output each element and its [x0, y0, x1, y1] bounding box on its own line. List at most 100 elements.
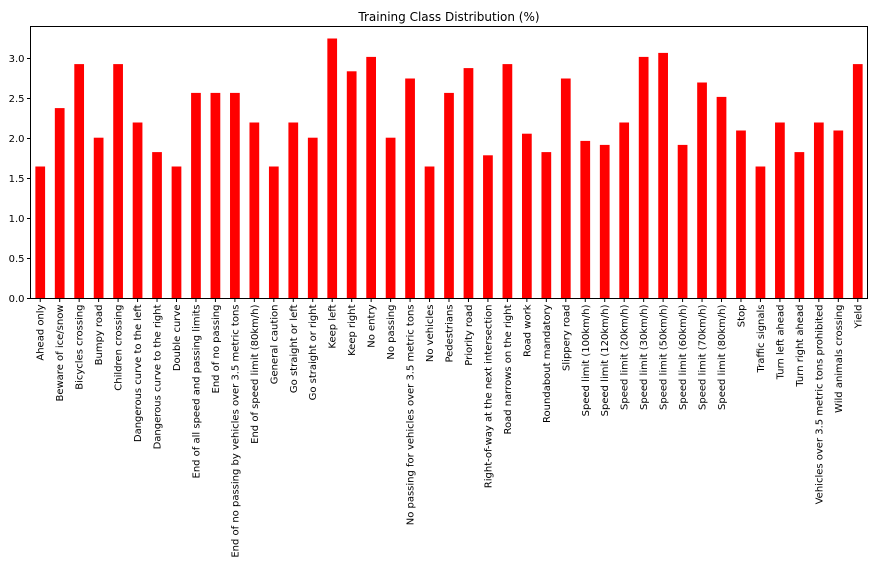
y-tick-label: 2.0 — [9, 134, 25, 145]
bar — [113, 64, 123, 299]
bar — [307, 137, 318, 299]
bar — [74, 64, 85, 299]
x-tick-label: Road work — [522, 304, 533, 357]
x-tick-label: No entry — [367, 304, 378, 347]
x-tick-label: No passing — [386, 305, 397, 360]
bar — [541, 152, 552, 299]
x-tick-label: Speed limit (30km/h) — [639, 304, 650, 410]
x-tick-label: Double curve — [172, 305, 183, 372]
bar — [736, 130, 746, 299]
x-tick-label: Go straight or right — [308, 304, 319, 400]
x-tick-label: Turn left ahead — [775, 305, 786, 381]
y-tick-label: 2.5 — [9, 94, 25, 105]
bar — [152, 152, 162, 299]
bar — [599, 144, 610, 299]
x-axis: Ahead only Beware of ice/snow Bicycles cro… — [36, 298, 864, 558]
bar — [755, 166, 766, 299]
bar — [852, 64, 863, 299]
x-tick-label: End of no passing by vehicles over 3.5 m… — [230, 305, 241, 558]
x-tick-label: Vehicles over 3.5 metric tons prohibited — [814, 305, 825, 505]
plot-frame — [30, 26, 868, 299]
bar — [560, 78, 571, 299]
x-tick-label: Speed limit (120km/h) — [600, 304, 611, 416]
bar — [93, 137, 104, 299]
bar — [366, 56, 377, 299]
x-tick-label: Beware of ice/snow — [55, 305, 66, 402]
bar — [521, 133, 532, 299]
bar — [716, 96, 727, 299]
x-tick-label: Speed limit (50km/h) — [659, 304, 670, 410]
x-tick-label: Speed limit (80km/h) — [717, 304, 728, 410]
x-tick-label: Wild animals crossing — [834, 305, 845, 413]
x-tick-label: Pedestrians — [445, 305, 456, 363]
x-tick-label: Slippery road — [561, 305, 572, 371]
bar — [483, 155, 493, 299]
bar — [132, 122, 143, 299]
bar — [794, 152, 805, 299]
y-axis: 0.0 0.5 1.0 1.5 2.0 2.5 3.0 — [9, 54, 31, 305]
x-tick-label: Bicycles crossing — [75, 305, 86, 390]
x-tick-label: Speed limit (60km/h) — [678, 304, 689, 410]
x-tick-label: Right-of-way at the next intersection — [483, 305, 494, 489]
y-tick-label: 0.5 — [9, 254, 25, 265]
bar — [405, 78, 415, 299]
bar — [268, 166, 279, 299]
bar — [249, 122, 260, 299]
bar — [444, 92, 454, 299]
y-tick-label: 1.5 — [9, 174, 25, 185]
bar — [677, 144, 688, 299]
x-tick-label: Children crossing — [114, 305, 125, 391]
x-tick-label: Speed limit (70km/h) — [698, 304, 709, 410]
bar — [35, 166, 46, 299]
bar — [833, 130, 844, 299]
x-tick-label: No vehicles — [425, 305, 436, 363]
x-tick-label: Speed limit (100km/h) — [581, 304, 592, 416]
bar — [171, 166, 182, 299]
bar — [210, 92, 221, 299]
bar — [813, 122, 824, 299]
x-tick-label: Priority road — [464, 305, 475, 366]
bar — [385, 137, 396, 299]
bar — [191, 92, 201, 299]
bar — [775, 122, 785, 299]
y-tick-label: 1.0 — [9, 214, 25, 225]
x-tick-label: Bumpy road — [94, 305, 105, 366]
x-tick-label: General caution — [269, 305, 280, 385]
x-tick-label: Keep right — [347, 304, 358, 355]
bar — [658, 52, 668, 299]
x-tick-label: Dangerous curve to the left — [133, 304, 144, 442]
x-tick-label: Stop — [736, 305, 747, 328]
bar — [463, 68, 474, 299]
x-tick-label: Yield — [853, 305, 864, 330]
bar — [288, 122, 299, 299]
x-tick-label: Turn right ahead — [795, 305, 806, 388]
x-tick-label: Roundabout mandatory — [542, 304, 553, 423]
bar — [697, 82, 707, 299]
x-tick-label: Traffic signals — [756, 305, 767, 374]
x-tick-label: Speed limit (20km/h) — [620, 304, 631, 410]
x-tick-label: No passing for vehicles over 3.5 metric … — [406, 305, 417, 526]
chart-title: Training Class Distribution (%) — [357, 10, 539, 24]
x-tick-label: Go straight or left — [289, 304, 300, 393]
x-tick-label: Ahead only — [36, 304, 47, 360]
bar — [327, 38, 338, 299]
x-tick-label: Dangerous curve to the right — [153, 304, 164, 449]
x-tick-label: End of all speed and passing limits — [191, 305, 202, 479]
bar — [580, 140, 591, 299]
x-tick-label: End of speed limit (80km/h) — [250, 304, 261, 443]
x-tick-label: Keep left — [328, 304, 339, 348]
bar — [424, 166, 435, 299]
x-tick-label: Road narrows on the right — [503, 304, 514, 434]
x-tick-label: End of no passing — [211, 305, 222, 394]
bar — [502, 64, 513, 299]
y-tick-label: 3.0 — [9, 54, 25, 65]
bar — [619, 122, 630, 299]
bar — [638, 56, 649, 299]
bar — [346, 71, 357, 299]
bars-group — [35, 38, 863, 299]
y-tick-label: 0.0 — [9, 294, 25, 305]
bar — [54, 108, 65, 299]
bar — [230, 92, 240, 299]
